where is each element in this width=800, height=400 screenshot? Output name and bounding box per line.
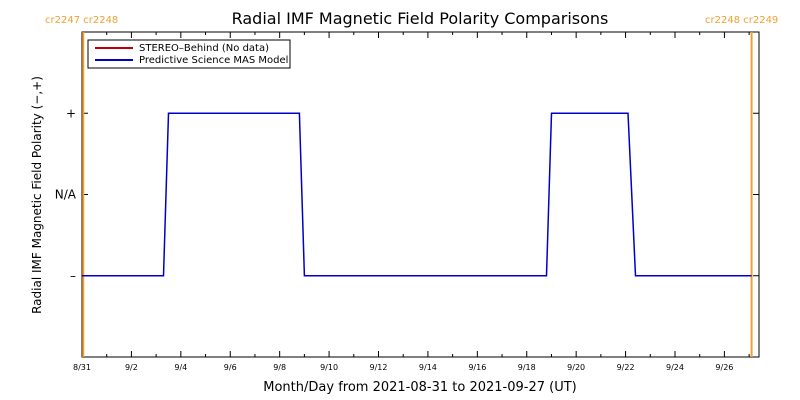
x-tick-label: 9/4 <box>174 363 187 372</box>
chart-title: Radial IMF Magnetic Field Polarity Compa… <box>232 9 609 28</box>
carrington-markers <box>82 32 753 357</box>
x-tick-label: 9/10 <box>320 363 338 372</box>
x-tick-label: 9/20 <box>567 363 585 372</box>
plot-frame <box>81 31 760 358</box>
y-axis-label: Radial IMF Magnetic Field Polarity (−,+) <box>30 76 44 314</box>
x-tick-label: 9/26 <box>715 363 733 372</box>
legend-label-stereo: STEREO–Behind (No data) <box>139 43 269 54</box>
x-tick-label: 9/18 <box>518 363 536 372</box>
x-tick-label: 9/8 <box>273 363 286 372</box>
x-tick-label: 9/24 <box>666 363 684 372</box>
y-tick-label: N/A <box>55 188 77 202</box>
legend-box <box>87 39 291 69</box>
legend-label-mas-model: Predictive Science MAS Model <box>139 55 288 66</box>
x-tick-label: 9/2 <box>125 363 138 372</box>
x-tick-label: 9/12 <box>370 363 388 372</box>
legend: STEREO–Behind (No data) Predictive Scien… <box>87 39 291 69</box>
y-tick-label: – <box>70 269 76 283</box>
series-lines <box>82 112 752 277</box>
series-line-mas-model <box>82 112 752 277</box>
x-tick-label: 8/31 <box>73 363 91 372</box>
x-axis-label: Month/Day from 2021-08-31 to 2021-09-27 … <box>263 380 576 395</box>
x-tick-label: 9/22 <box>617 363 635 372</box>
x-tick-label: 9/16 <box>468 363 486 372</box>
x-tick-label: 9/14 <box>419 363 437 372</box>
carrington-label-left: cr2247 cr2248 <box>45 15 118 26</box>
y-axis-ticks: + N/A – <box>55 31 759 358</box>
carrington-label-right: cr2248 cr2249 <box>705 15 778 26</box>
x-tick-label: 9/6 <box>224 363 237 372</box>
y-tick-label: + <box>66 106 76 120</box>
x-axis-ticks: 8/31 9/2 9/4 9/6 9/8 9/10 9/12 9/14 9/16 9/18 9/20… <box>73 32 750 372</box>
